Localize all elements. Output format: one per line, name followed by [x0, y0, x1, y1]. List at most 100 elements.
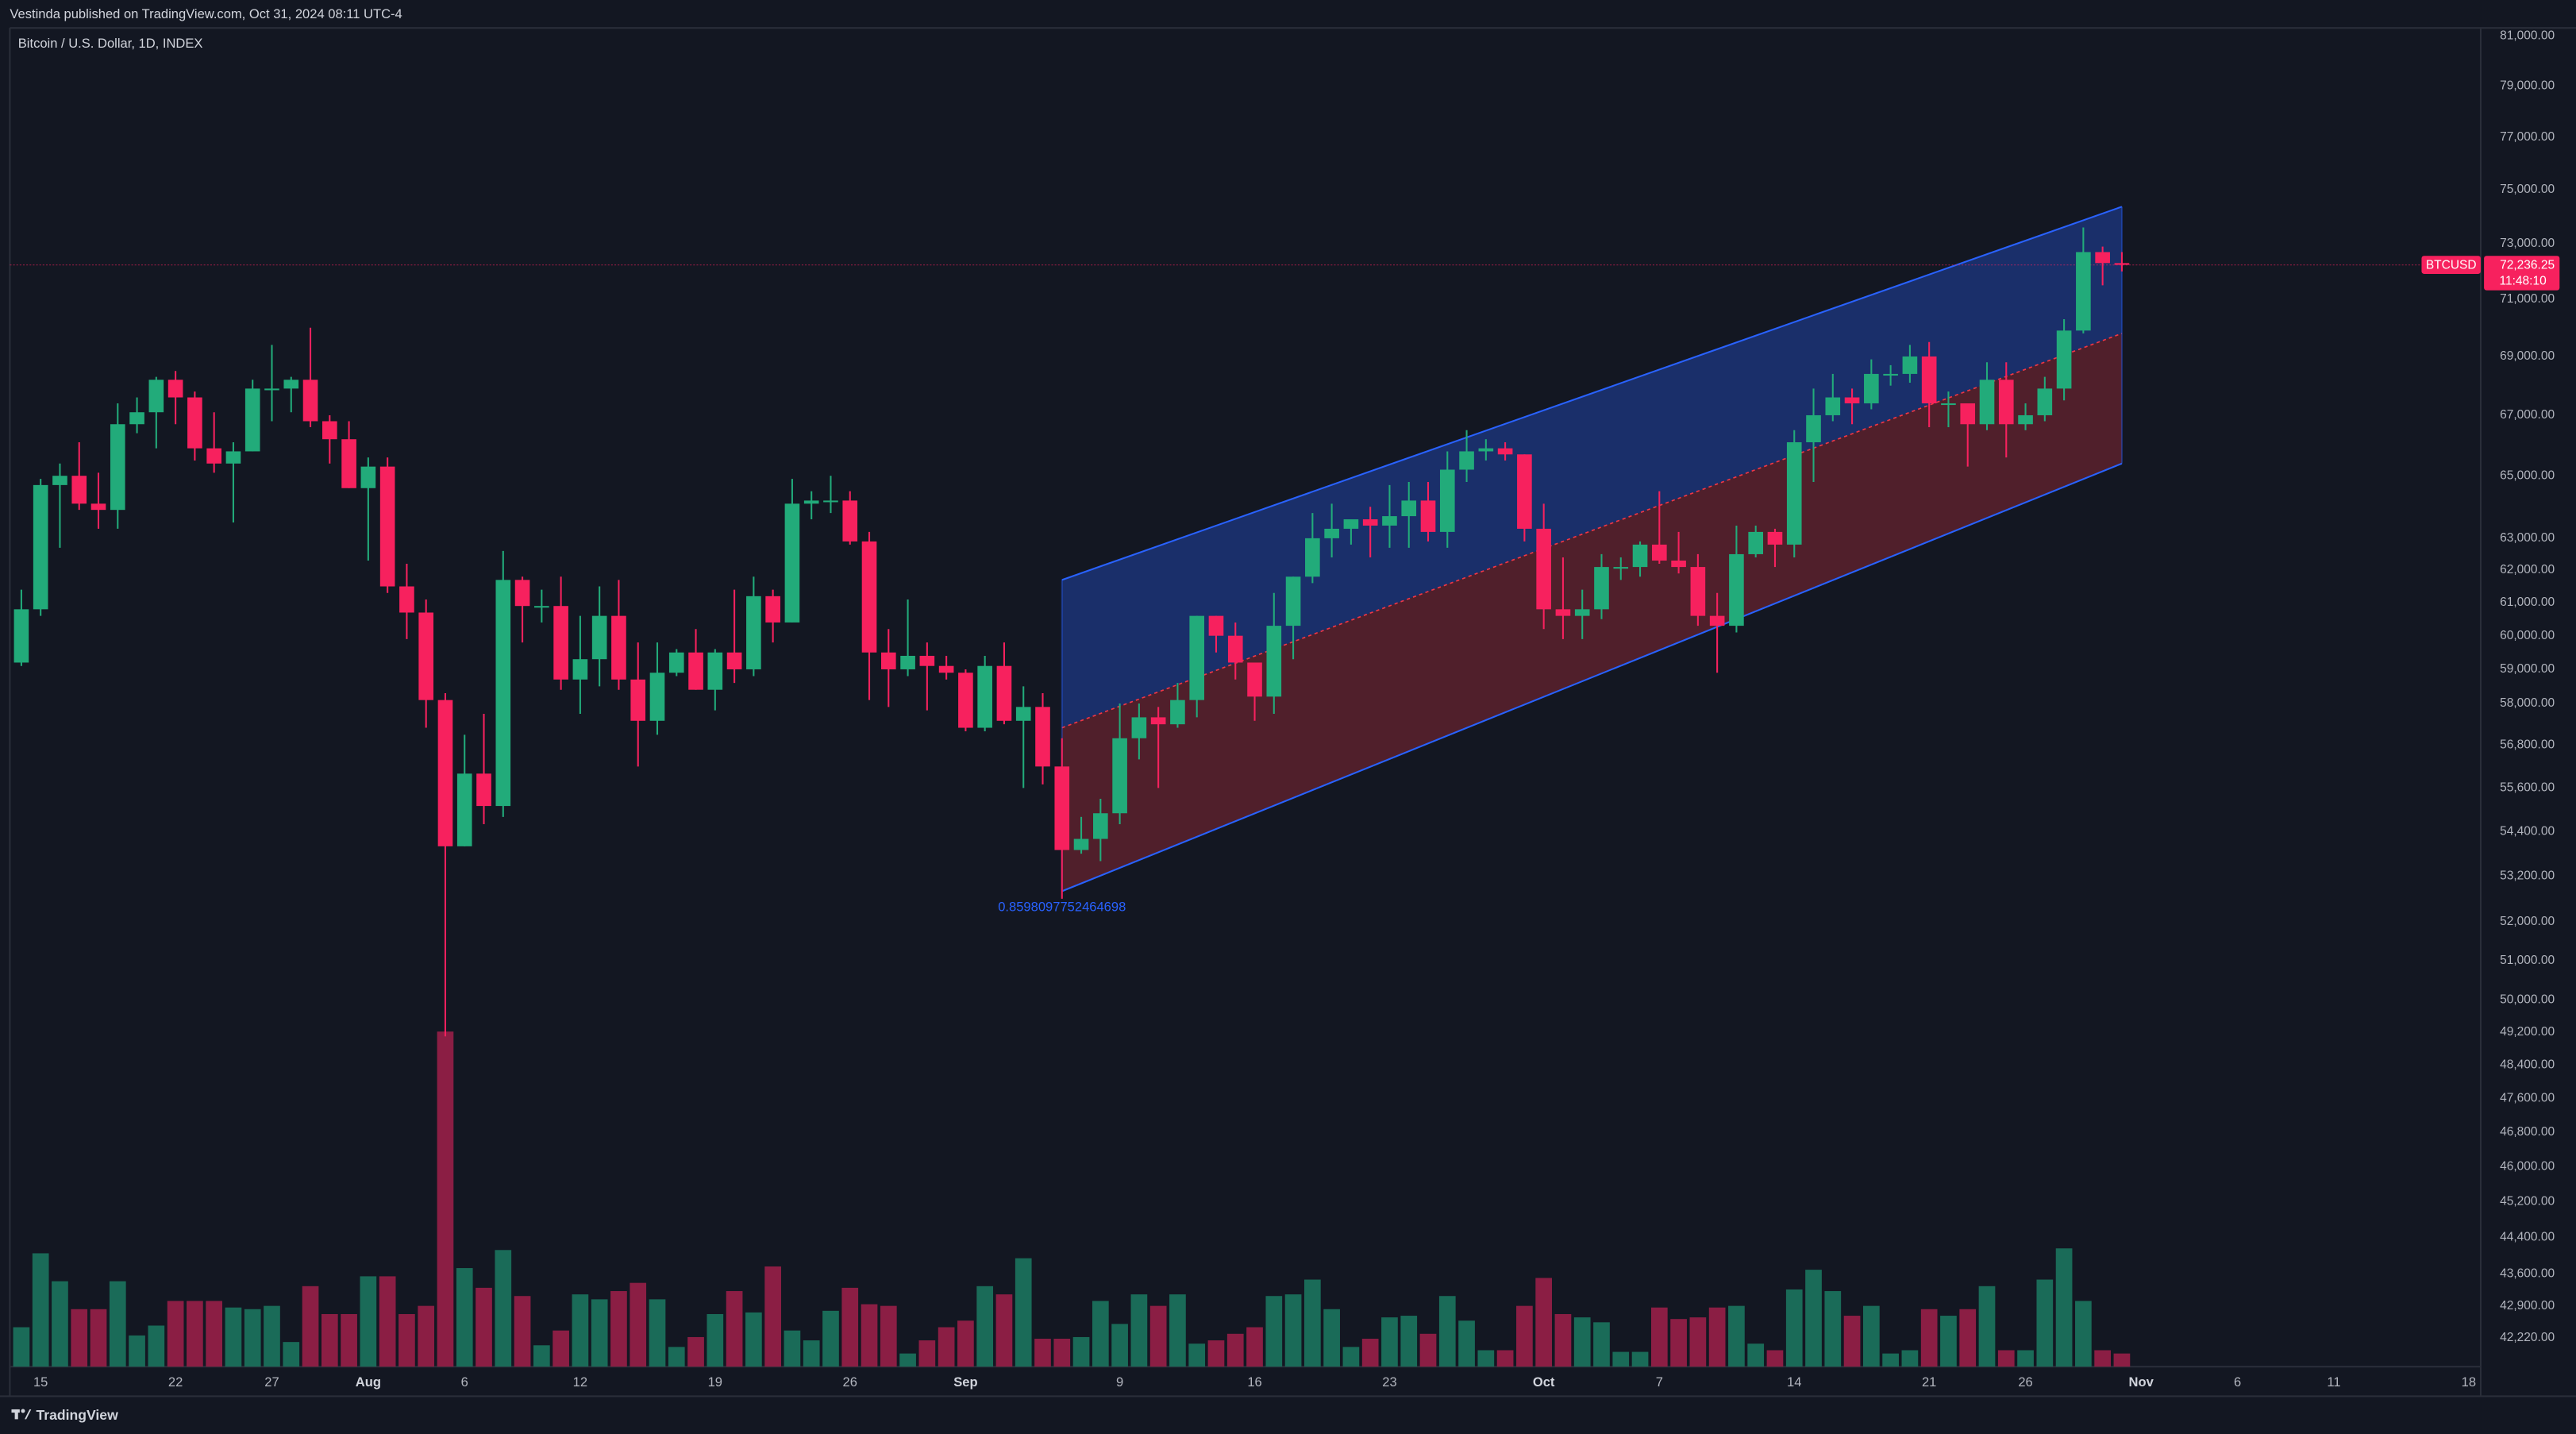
candle-body [1420, 500, 1436, 532]
volume-bar [476, 1287, 492, 1367]
volume-bar [1053, 1339, 1071, 1367]
candle-body [322, 421, 337, 440]
price-tag-label: 72,236.25 [2500, 259, 2555, 272]
candle-body [784, 503, 800, 623]
channel-lower-fill [1061, 333, 2122, 892]
candle-body [534, 606, 549, 608]
volume-bar [1516, 1305, 1533, 1367]
volume-bar [649, 1299, 666, 1367]
candle-body [1671, 560, 1686, 568]
volume-bar [784, 1330, 801, 1367]
candle-body [1285, 576, 1301, 626]
x-tick-label: 26 [2018, 1374, 2032, 1390]
volume-bar [167, 1301, 184, 1367]
candle-body [630, 679, 646, 721]
channel-lower-line [1061, 462, 2123, 892]
candle-body [1054, 766, 1070, 850]
volume-bar [71, 1309, 88, 1367]
candle-body [2076, 252, 2091, 331]
y-tick-label: 62,000.00 [2500, 563, 2555, 576]
candle-body [129, 412, 144, 425]
candle-body [1266, 626, 1282, 697]
candle-body [1806, 414, 1821, 442]
candle-body [1401, 500, 1417, 517]
volume-bar [2094, 1350, 2111, 1367]
volume-bar [206, 1301, 223, 1367]
y-tick-label: 46,000.00 [2500, 1159, 2555, 1173]
y-tick-label: 71,000.00 [2500, 292, 2555, 306]
symbol-tag-label: BTCUSD [2426, 259, 2477, 272]
volume-bar [1226, 1333, 1244, 1367]
volume-bar [1554, 1313, 1572, 1367]
volume-bar [1246, 1327, 1263, 1367]
candle-body [707, 652, 723, 690]
y-tick-label: 47,600.00 [2500, 1091, 2555, 1104]
candle-body [880, 652, 896, 669]
volume-bar [918, 1340, 936, 1367]
candle-body [938, 665, 954, 673]
volume-bar [533, 1345, 550, 1367]
candle-body [1150, 717, 1166, 725]
volume-bar [2055, 1248, 2073, 1367]
volume-bar [264, 1305, 280, 1367]
volume-bar [1265, 1296, 1283, 1367]
volume-bar [1477, 1350, 1495, 1367]
volume-bar [2036, 1279, 2054, 1367]
volume-bar [1496, 1350, 1514, 1367]
x-tick-label: 22 [168, 1374, 183, 1390]
candle-body [1748, 531, 1764, 554]
volume-bar [1573, 1317, 1591, 1367]
candle-body [1921, 356, 1937, 403]
volume-bar [1766, 1350, 1784, 1367]
candle-body [2018, 414, 2033, 425]
candle-body [765, 596, 780, 623]
volume-bar [1650, 1307, 1668, 1367]
volume-bar [1419, 1333, 1437, 1367]
y-tick-label: 61,000.00 [2500, 596, 2555, 609]
volume-bar [1785, 1289, 1803, 1367]
candle-body [341, 439, 356, 488]
candle-body [418, 612, 434, 700]
volume-bar [1593, 1322, 1610, 1367]
candle-body [360, 466, 376, 488]
volume-bar [1708, 1307, 1726, 1367]
candle-body [476, 773, 491, 807]
volume-bar [707, 1313, 724, 1367]
volume-bar [90, 1309, 107, 1367]
candle-body [1574, 609, 1590, 616]
candle-body [1131, 717, 1147, 738]
volume-bar [1843, 1316, 1861, 1367]
y-tick-label: 48,400.00 [2500, 1058, 2555, 1071]
volume-bar [1284, 1294, 1302, 1367]
volume-bar [880, 1305, 897, 1367]
candle-body [553, 606, 568, 680]
volume-bar [668, 1347, 685, 1367]
volume-bar [803, 1340, 820, 1367]
volume-bar [1535, 1278, 1553, 1367]
volume-bar [1631, 1351, 1649, 1367]
candle-body [148, 380, 164, 413]
candle-body [1362, 519, 1378, 526]
volume-bar [52, 1281, 68, 1367]
candle-body [842, 500, 858, 542]
volume-bar [1978, 1286, 1996, 1367]
volume-bar [1882, 1353, 1899, 1367]
candle-body [919, 655, 935, 666]
volume-bar [418, 1305, 435, 1367]
x-tick-label: 27 [264, 1374, 279, 1390]
candle-body [1439, 469, 1455, 532]
x-tick-label: 18 [2462, 1374, 2476, 1390]
volume-bar [957, 1320, 974, 1367]
y-tick-label: 73,000.00 [2500, 237, 2555, 250]
volume-bar [1323, 1309, 1340, 1367]
volume-bar [1188, 1343, 1206, 1367]
volume-bar [495, 1250, 512, 1367]
candle-body [1112, 738, 1127, 814]
candle-body [2095, 252, 2110, 264]
candle-body [283, 380, 299, 389]
candle-body [649, 673, 665, 721]
volume-bar [109, 1281, 126, 1367]
price-tag [2484, 256, 2560, 291]
candle-body [726, 652, 742, 669]
